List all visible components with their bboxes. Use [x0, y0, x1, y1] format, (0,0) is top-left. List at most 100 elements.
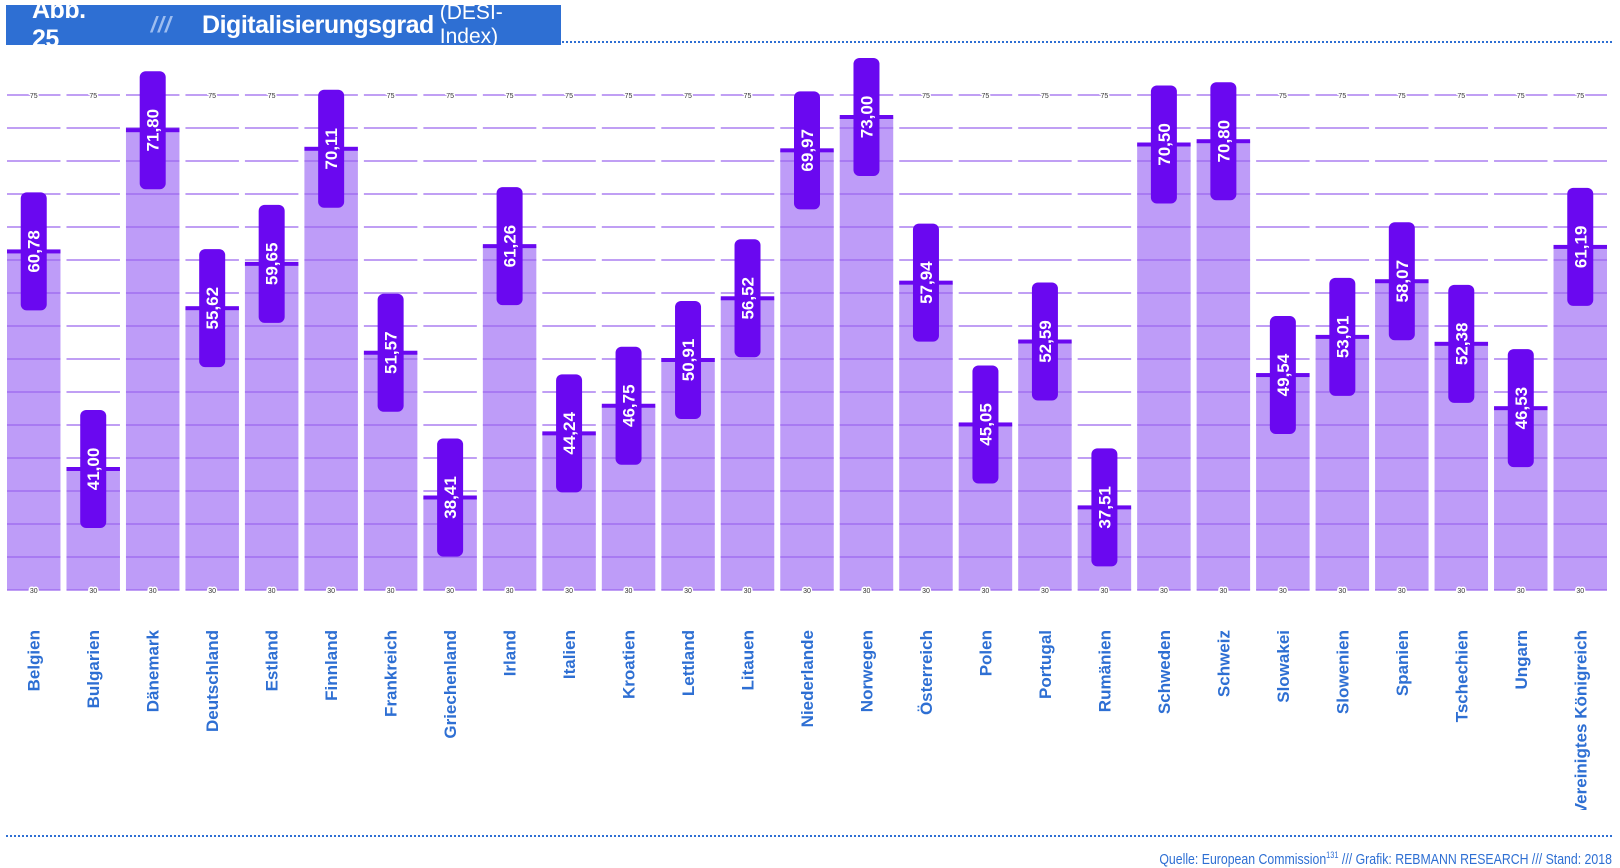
axis-max-label: 75: [268, 93, 276, 100]
data-label: 37,51: [1095, 486, 1114, 529]
data-label: 46,53: [1512, 387, 1531, 430]
category-label: Slowakei: [1274, 630, 1293, 703]
data-label: 52,59: [1036, 320, 1055, 363]
axis-min-label: 30: [89, 588, 97, 595]
bar-chart: 75 30 60,78 Belgien 75 30 41,00 Bulgarien 75 30 71…: [7, 58, 1607, 810]
category-label: Lettland: [679, 630, 698, 696]
value-pill: [1388, 222, 1415, 341]
value-pill: [258, 204, 285, 323]
chart-body: 75 30 60,78 Belgien 75 30 41,00 Bulgarien 75 30 71…: [7, 58, 1607, 810]
source-note: Quelle: European Commission131 /// Grafi…: [1159, 850, 1612, 868]
axis-min-label: 30: [1576, 588, 1584, 595]
data-label: 61,26: [501, 225, 520, 268]
data-label: 71,80: [144, 109, 163, 152]
data-label: 57,94: [917, 261, 936, 304]
axis-max-label: 75: [1101, 93, 1109, 100]
chart-subtitle: (DESI-Index): [439, 1, 503, 48]
data-label: 59,65: [263, 243, 282, 286]
value-pill: [20, 192, 47, 311]
axis-min-label: 30: [387, 588, 395, 595]
axis-max-label: 75: [387, 93, 395, 100]
axis-max-label: 75: [1576, 93, 1584, 100]
axis-min-label: 30: [446, 588, 454, 595]
value-pill: [1448, 284, 1475, 403]
axis-max-label: 75: [506, 93, 514, 100]
axis-max-label: 75: [208, 93, 216, 100]
axis-max-label: 75: [1517, 93, 1525, 100]
axis-max-label: 75: [1457, 93, 1465, 100]
value-pill: [1269, 316, 1296, 435]
value-pill: [1567, 187, 1594, 306]
value-pill: [556, 374, 583, 493]
axis-min-label: 30: [506, 588, 514, 595]
category-label: Griechenland: [441, 630, 460, 739]
axis-max-label: 75: [684, 93, 692, 100]
bar: [304, 148, 358, 591]
chart-title: Digitalisierungsgrad: [202, 10, 434, 39]
category-label: Polen: [976, 630, 995, 676]
value-pill: [496, 187, 523, 306]
data-label: 70,50: [1155, 123, 1174, 166]
category-label: Slowenien: [1333, 630, 1352, 714]
axis-min-label: 30: [1457, 588, 1465, 595]
category-label: Niederlande: [798, 630, 817, 727]
data-label: 69,97: [798, 129, 817, 172]
value-pill: [199, 249, 226, 368]
value-pill: [1329, 277, 1356, 396]
axis-min-label: 30: [1338, 588, 1346, 595]
value-pill: [972, 365, 999, 484]
axis-min-label: 30: [684, 588, 692, 595]
axis-min-label: 30: [863, 588, 871, 595]
value-pill: [80, 410, 107, 528]
axis-min-label: 30: [30, 588, 38, 595]
data-label: 58,07: [1393, 260, 1412, 303]
category-label: Rumänien: [1095, 630, 1114, 712]
source-prefix: Quelle: European Commission: [1159, 851, 1327, 868]
data-label: 60,78: [25, 230, 44, 273]
axis-min-label: 30: [268, 588, 276, 595]
data-label: 41,00: [84, 448, 103, 491]
bar: [839, 117, 894, 590]
axis-min-label: 30: [1517, 588, 1525, 595]
category-label: Finnland: [322, 630, 341, 701]
axis-max-label: 75: [1398, 93, 1406, 100]
value-pill: [437, 438, 464, 557]
category-label: Tschechien: [1452, 630, 1471, 722]
axis-max-label: 75: [446, 93, 454, 100]
data-label: 52,38: [1452, 323, 1471, 366]
axis-max-label: 75: [565, 93, 573, 100]
axis-min-label: 30: [982, 588, 990, 595]
axis-min-label: 30: [625, 588, 633, 595]
axis-max-label: 75: [625, 93, 633, 100]
bar: [1137, 144, 1191, 590]
bar: [1196, 141, 1251, 590]
data-label: 53,01: [1333, 316, 1352, 359]
axis-min-label: 30: [1279, 588, 1287, 595]
value-pill: [734, 239, 761, 358]
category-label: Italien: [560, 630, 579, 679]
data-label: 45,05: [976, 403, 995, 446]
data-label: 46,75: [620, 384, 639, 427]
axis-max-label: 75: [744, 93, 752, 100]
category-label: Bulgarien: [84, 630, 103, 708]
value-pill: [675, 300, 702, 419]
category-label: Österreich: [917, 630, 936, 715]
axis-max-label: 75: [30, 93, 38, 100]
axis-max-label: 75: [922, 93, 930, 100]
footer-divider: [6, 835, 1612, 837]
axis-min-label: 30: [1101, 588, 1109, 595]
axis-max-label: 75: [1279, 93, 1287, 100]
axis-min-label: 30: [803, 588, 811, 595]
category-label: Frankreich: [382, 630, 401, 717]
axis-min-label: 30: [327, 588, 335, 595]
category-label: Estland: [263, 630, 282, 691]
data-label: 56,52: [739, 277, 758, 320]
data-label: 70,80: [1214, 120, 1233, 163]
category-label: Irland: [501, 630, 520, 676]
category-label: Vereinigtes Königreich: [1571, 630, 1590, 810]
axis-min-label: 30: [1160, 588, 1168, 595]
category-label: Ungarn: [1512, 630, 1531, 690]
axis-min-label: 30: [208, 588, 216, 595]
data-label: 51,57: [382, 331, 401, 374]
data-label: 55,62: [203, 287, 222, 330]
